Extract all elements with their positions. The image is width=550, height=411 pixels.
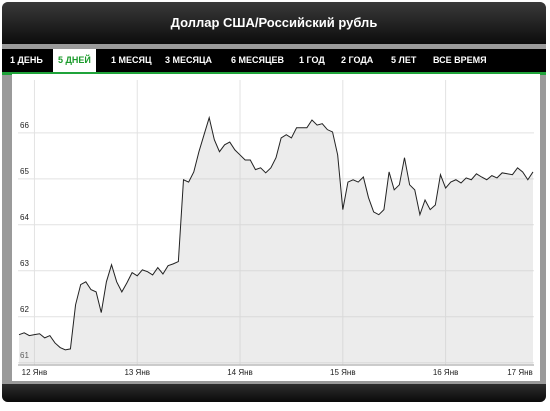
tab[interactable]: 1 МЕСЯЦ xyxy=(111,55,152,65)
y-tick-label: 61 xyxy=(20,351,29,360)
header: Доллар США/Российский рубль xyxy=(2,2,546,44)
tab[interactable]: 3 МЕСЯЦА xyxy=(165,55,213,65)
tab[interactable]: 1 ГОД xyxy=(299,55,325,65)
y-tick-label: 64 xyxy=(20,213,29,222)
plot-background xyxy=(12,74,540,381)
x-tick-label: 13 Янв xyxy=(124,368,150,377)
area xyxy=(19,117,533,365)
tab[interactable]: 6 МЕСЯЦЕВ xyxy=(231,55,285,65)
tab[interactable]: 1 ДЕНЬ xyxy=(10,55,43,65)
y-tick-label: 63 xyxy=(20,259,29,268)
footer xyxy=(2,384,546,402)
x-tick-label: 15 Янв xyxy=(330,368,356,377)
tab[interactable]: 5 ЛЕТ xyxy=(391,55,417,65)
line xyxy=(18,115,534,351)
y-tick-label: 62 xyxy=(20,305,29,314)
title: Доллар США/Российский рубль xyxy=(170,15,378,30)
x-tick-label: 14 Янв xyxy=(227,368,253,377)
y-tick-label: 66 xyxy=(20,121,29,130)
x-tick-label: 17 Янв xyxy=(507,368,533,377)
tab[interactable]: ВСЕ ВРЕМЯ xyxy=(433,55,487,65)
tab[interactable]: 2 ГОДА xyxy=(341,55,374,65)
y-tick-label: 65 xyxy=(20,167,29,176)
tab[interactable]: 5 ДНЕЙ xyxy=(53,49,96,72)
tab-bar: 1 ДЕНЬ 5 ДНЕЙ 1 МЕСЯЦ 3 МЕСЯЦА 6 МЕСЯЦЕВ 1 ГО… xyxy=(2,49,546,75)
chart: 61 62 63 64 65 66 12 Янв 13 Янв 14 Янв 15 Янв 16 Я… xyxy=(12,74,540,381)
x-tick-label: 16 Янв xyxy=(433,368,459,377)
x-tick-label: 12 Янв xyxy=(22,368,48,377)
